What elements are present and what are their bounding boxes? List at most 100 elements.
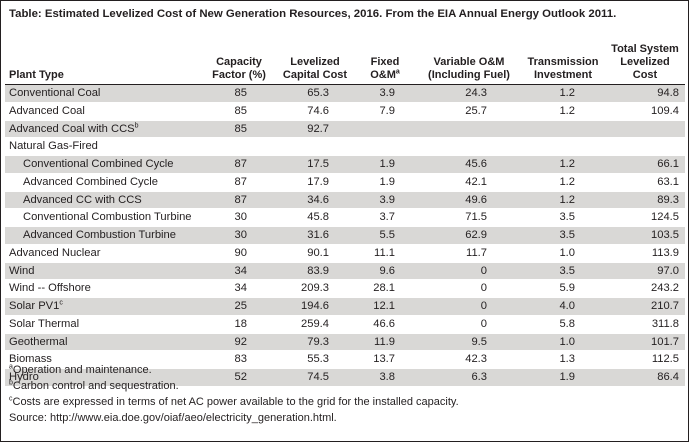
- variable-om-cell: 62.9: [417, 226, 521, 245]
- total-cost-cell: 89.3: [605, 191, 685, 210]
- plant-type-label: Wind -- Offshore: [9, 282, 91, 295]
- plant-type-cell: Advanced Combustion Turbine: [5, 226, 201, 245]
- footnote-mark: b: [9, 379, 13, 387]
- plant-type-cell: Wind -- Offshore: [5, 279, 201, 298]
- plant-type-cell: Conventional Combustion Turbine: [5, 208, 201, 227]
- variable-om-cell: 11.7: [417, 244, 521, 263]
- header-fixed-om-label: Fixed O&M: [370, 56, 400, 81]
- table-row: Advanced Combustion Turbine 30 31.6 5.5 62.9…: [5, 226, 685, 245]
- plant-type-cell: Biomass: [5, 350, 201, 369]
- footnotes: aOperation and maintenance. bCarbon contr…: [9, 362, 684, 426]
- footnote-item: aOperation and maintenance.: [9, 362, 684, 378]
- capital-cost-cell: 79.3: [277, 333, 353, 352]
- capacity-factor-cell: 85: [201, 84, 277, 103]
- cost-table: Plant Type Capacity Factor (%) Levelized C…: [5, 41, 685, 387]
- total-cost-cell: 103.5: [605, 226, 685, 245]
- capacity-factor-cell: 83: [201, 350, 277, 369]
- capacity-factor-cell: 30: [201, 208, 277, 227]
- fixed-om-cell: 46.6: [353, 315, 417, 334]
- variable-om-cell: [417, 137, 521, 156]
- header-capacity-factor-line1: Capacity: [216, 56, 262, 68]
- total-cost-cell: 97.0: [605, 262, 685, 281]
- table-row: Wind -- Offshore 34 209.3 28.1 0 5.9 243.2: [5, 279, 685, 298]
- total-cost-cell: 113.9: [605, 244, 685, 263]
- variable-om-cell: 45.6: [417, 155, 521, 174]
- transmission-cell: 5.9: [521, 279, 605, 298]
- plant-type-cell: Advanced Coal with CCSb: [5, 120, 201, 139]
- variable-om-cell: 0: [417, 262, 521, 281]
- capacity-factor-cell: 25: [201, 297, 277, 316]
- plant-type-label: Conventional Combustion Turbine: [23, 211, 192, 224]
- fixed-om-cell: 1.9: [353, 173, 417, 192]
- table-row: Conventional Combustion Turbine 30 45.8 3.7…: [5, 208, 685, 227]
- capacity-factor-cell: 52: [201, 368, 277, 387]
- table-body: Conventional Coal 85 65.3 3.9 24.3 1.2 94.8 Adv…: [5, 84, 685, 387]
- capital-cost-cell: 55.3: [277, 350, 353, 369]
- total-cost-cell: 94.8: [605, 84, 685, 103]
- plant-type-label: Advanced Coal: [9, 104, 85, 117]
- variable-om-cell: 0: [417, 279, 521, 298]
- capacity-factor-cell: 85: [201, 102, 277, 121]
- variable-om-cell: [417, 120, 521, 139]
- capital-cost-cell: 17.5: [277, 155, 353, 174]
- caption-lead: Table:: [9, 8, 42, 20]
- footnote-item: cCosts are expressed in terms of net AC …: [9, 394, 684, 410]
- plant-type-label: Conventional Combined Cycle: [23, 158, 174, 170]
- plant-type-label: Biomass: [9, 353, 52, 366]
- transmission-cell: 3.5: [521, 226, 605, 245]
- capacity-factor-cell: 34: [201, 279, 277, 298]
- plant-type-cell: Solar Thermal: [5, 315, 201, 334]
- total-cost-cell: 109.4: [605, 102, 685, 121]
- capacity-factor-cell: 34: [201, 262, 277, 281]
- table-row: Advanced CC with CCS 87 34.6 3.9 49.6 1.2 89.3: [5, 191, 685, 210]
- capacity-factor-cell: 87: [201, 155, 277, 174]
- total-cost-cell: 243.2: [605, 279, 685, 298]
- variable-om-cell: 0: [417, 315, 521, 334]
- capacity-factor-cell: 18: [201, 315, 277, 334]
- total-cost-cell: 101.7: [605, 333, 685, 352]
- capital-cost-cell: 17.9: [277, 173, 353, 192]
- header-fixed-om: Fixed O&Ma: [353, 41, 417, 85]
- plant-type-cell: Solar PV1c: [5, 297, 201, 316]
- capital-cost-cell: 74.5: [277, 368, 353, 387]
- transmission-cell: 1.2: [521, 173, 605, 192]
- capital-cost-cell: 74.6: [277, 102, 353, 121]
- total-cost-cell: 66.1: [605, 155, 685, 174]
- table-row: Advanced Nuclear 90 90.1 11.1 11.7 1.0 113.9: [5, 244, 685, 263]
- table-row: Conventional Combined Cycle 87 17.5 1.9 45.6…: [5, 155, 685, 174]
- total-cost-cell: 210.7: [605, 297, 685, 316]
- plant-type-label: Solar Thermal: [9, 317, 80, 330]
- variable-om-cell: 24.3: [417, 84, 521, 103]
- header-fixed-om-mark: a: [395, 68, 400, 76]
- footnote-mark: a: [9, 363, 13, 371]
- fixed-om-cell: [353, 137, 417, 156]
- footnote-text: Source: http://www.eia.doe.gov/oiaf/aeo/…: [9, 412, 337, 424]
- fixed-om-cell: 13.7: [353, 350, 417, 369]
- capacity-factor-cell: [201, 137, 277, 156]
- variable-om-cell: 9.5: [417, 333, 521, 352]
- plant-type-label: Advanced Combined Cycle: [23, 175, 158, 188]
- table-row: Advanced Coal with CCSb 85 92.7: [5, 120, 685, 139]
- capital-cost-cell: 90.1: [277, 244, 353, 263]
- capacity-factor-cell: 85: [201, 120, 277, 139]
- plant-type-cell: Advanced Coal: [5, 102, 201, 121]
- plant-type-label: Advanced Nuclear: [9, 246, 101, 259]
- capacity-factor-cell: 87: [201, 191, 277, 210]
- plant-type-label: Wind: [9, 264, 35, 277]
- plant-type-label: Natural Gas-Fired: [9, 140, 98, 153]
- header-capacity-factor-line2: Factor (%): [212, 69, 266, 81]
- transmission-cell: 4.0: [521, 297, 605, 316]
- capacity-factor-cell: 90: [201, 244, 277, 263]
- header-total-cost-line2: Levelized Cost: [620, 56, 670, 81]
- header-levelized-capital-line1: Levelized: [290, 56, 340, 68]
- fixed-om-cell: 3.9: [353, 84, 417, 103]
- plant-type-label: Hydro: [9, 371, 39, 383]
- total-cost-cell: 311.8: [605, 315, 685, 334]
- transmission-cell: 1.2: [521, 84, 605, 103]
- header-total-cost: Total System Levelized Cost: [605, 41, 685, 85]
- fixed-om-cell: 3.9: [353, 191, 417, 210]
- table-row: Hydro 52 74.5 3.8 6.3 1.9 86.4: [5, 368, 685, 387]
- plant-type-cell: Wind: [5, 262, 201, 281]
- transmission-cell: 1.0: [521, 333, 605, 352]
- plant-type-cell: Geothermal: [5, 333, 201, 352]
